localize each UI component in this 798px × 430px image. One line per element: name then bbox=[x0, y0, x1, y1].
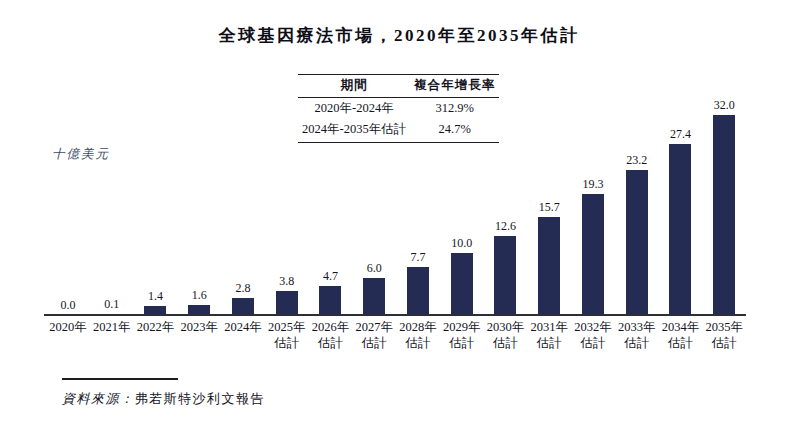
bar-group-2022年: 1.4 bbox=[134, 97, 178, 315]
bar bbox=[407, 267, 429, 315]
x-axis-label: 2020年 bbox=[46, 319, 90, 351]
bar-group-2031年: 15.7 bbox=[527, 97, 571, 315]
x-axis-label-estimate: 估計 bbox=[571, 335, 615, 351]
x-axis-label: 2032年估計 bbox=[571, 319, 615, 351]
bar-value-label: 10.0 bbox=[451, 236, 472, 251]
source-note: 資料來源：弗若斯特沙利文報告 bbox=[62, 390, 265, 408]
bar-group-2030年: 12.6 bbox=[484, 97, 528, 315]
cagr-table-header-row: 期間 複合年增長率 bbox=[298, 75, 499, 98]
bar-value-label: 1.4 bbox=[148, 289, 163, 304]
bar-value-label: 27.4 bbox=[670, 127, 691, 142]
x-axis-label-year: 2023年 bbox=[177, 319, 221, 335]
bars-area: 0.0 0.1 1.4 1.6 2.8 3.8 4.7 6.0 7.7 10.0 12.6 15.7 1… bbox=[46, 97, 746, 315]
bar bbox=[538, 217, 560, 315]
bar bbox=[494, 236, 516, 315]
x-axis-label-estimate: 估計 bbox=[309, 335, 353, 351]
bar bbox=[582, 194, 604, 315]
bar-value-label: 19.3 bbox=[582, 177, 603, 192]
bar-value-label: 23.2 bbox=[626, 153, 647, 168]
x-axis-label: 2034年估計 bbox=[659, 319, 703, 351]
x-axis-label: 2035年估計 bbox=[702, 319, 746, 351]
bar bbox=[276, 291, 298, 315]
x-axis-label: 2021年 bbox=[90, 319, 134, 351]
bar bbox=[319, 286, 341, 315]
x-axis-label-year: 2021年 bbox=[90, 319, 134, 335]
x-axis-label: 2029年估計 bbox=[440, 319, 484, 351]
bar-value-label: 6.0 bbox=[367, 261, 382, 276]
bar bbox=[713, 115, 735, 315]
bar bbox=[363, 278, 385, 316]
bar-group-2034年: 27.4 bbox=[659, 97, 703, 315]
source-prefix: 資料來源： bbox=[62, 391, 135, 406]
bar-group-2026年: 4.7 bbox=[309, 97, 353, 315]
bar-group-2033年: 23.2 bbox=[615, 97, 659, 315]
source-text: 弗若斯特沙利文報告 bbox=[135, 391, 266, 406]
x-axis-label-year: 2022年 bbox=[134, 319, 178, 335]
x-axis-label: 2030年估計 bbox=[484, 319, 528, 351]
x-axis-label: 2028年估計 bbox=[396, 319, 440, 351]
bar bbox=[626, 170, 648, 315]
bar-value-label: 0.1 bbox=[104, 297, 119, 312]
page-title: 全球基因療法市場，2020年至2035年估計 bbox=[0, 24, 798, 47]
x-axis-label: 2031年估計 bbox=[527, 319, 571, 351]
x-axis-label: 2026年估計 bbox=[309, 319, 353, 351]
bar bbox=[232, 298, 254, 316]
bar-value-label: 1.6 bbox=[192, 288, 207, 303]
bar-group-2025年: 3.8 bbox=[265, 97, 309, 315]
bar-group-2023年: 1.6 bbox=[177, 97, 221, 315]
bar-value-label: 3.8 bbox=[279, 274, 294, 289]
bar-value-label: 15.7 bbox=[539, 200, 560, 215]
x-axis-label-year: 2024年 bbox=[221, 319, 265, 335]
x-axis-label-estimate: 估計 bbox=[396, 335, 440, 351]
bar-value-label: 7.7 bbox=[410, 250, 425, 265]
x-axis-label: 2024年 bbox=[221, 319, 265, 351]
x-axis-label-estimate: 估計 bbox=[659, 335, 703, 351]
x-axis-label-estimate: 估計 bbox=[527, 335, 571, 351]
x-axis-label-year: 2025年 bbox=[265, 319, 309, 335]
x-axis-label-estimate: 估計 bbox=[702, 335, 746, 351]
x-axis-label: 2023年 bbox=[177, 319, 221, 351]
bar-group-2035年: 32.0 bbox=[702, 97, 746, 315]
x-axis-labels: 2020年2021年2022年2023年2024年2025年估計2026年估計2… bbox=[46, 319, 746, 351]
bar bbox=[451, 253, 473, 316]
x-axis-label: 2025年估計 bbox=[265, 319, 309, 351]
x-axis-label-estimate: 估計 bbox=[440, 335, 484, 351]
x-axis-label: 2033年估計 bbox=[615, 319, 659, 351]
x-axis-label-year: 2020年 bbox=[46, 319, 90, 335]
x-axis-label: 2022年 bbox=[134, 319, 178, 351]
x-axis-label-year: 2031年 bbox=[527, 319, 571, 335]
x-axis-label: 2027年估計 bbox=[352, 319, 396, 351]
bar-value-label: 0.0 bbox=[60, 298, 75, 313]
x-axis-label-estimate: 估計 bbox=[484, 335, 528, 351]
x-axis-label-year: 2027年 bbox=[352, 319, 396, 335]
x-axis-label-estimate: 估計 bbox=[615, 335, 659, 351]
x-axis-label-estimate: 估計 bbox=[352, 335, 396, 351]
bar-group-2020年: 0.0 bbox=[46, 97, 90, 315]
bar-group-2027年: 6.0 bbox=[352, 97, 396, 315]
bar-group-2021年: 0.1 bbox=[90, 97, 134, 315]
x-axis-label-year: 2033年 bbox=[615, 319, 659, 335]
bar-group-2024年: 2.8 bbox=[221, 97, 265, 315]
cagr-table-header-period: 期間 bbox=[298, 75, 410, 98]
x-axis-label-year: 2028年 bbox=[396, 319, 440, 335]
bar-group-2032年: 19.3 bbox=[571, 97, 615, 315]
cagr-table-header-cagr: 複合年增長率 bbox=[410, 75, 499, 98]
bar-value-label: 4.7 bbox=[323, 269, 338, 284]
x-axis-label-year: 2032年 bbox=[571, 319, 615, 335]
x-axis-line bbox=[44, 314, 746, 316]
bar-group-2028年: 7.7 bbox=[396, 97, 440, 315]
x-axis-label-year: 2035年 bbox=[702, 319, 746, 335]
x-axis-label-year: 2026年 bbox=[309, 319, 353, 335]
bar-value-label: 32.0 bbox=[714, 98, 735, 113]
x-axis-label-year: 2029年 bbox=[440, 319, 484, 335]
bar-group-2029年: 10.0 bbox=[440, 97, 484, 315]
bar bbox=[669, 144, 691, 315]
x-axis-label-year: 2030年 bbox=[484, 319, 528, 335]
source-divider bbox=[62, 378, 178, 380]
bar-value-label: 12.6 bbox=[495, 219, 516, 234]
chart-page: 全球基因療法市場，2020年至2035年估計 期間 複合年增長率 2020年-2… bbox=[0, 0, 798, 430]
x-axis-label-estimate: 估計 bbox=[265, 335, 309, 351]
x-axis-label-year: 2034年 bbox=[659, 319, 703, 335]
bar-value-label: 2.8 bbox=[235, 281, 250, 296]
